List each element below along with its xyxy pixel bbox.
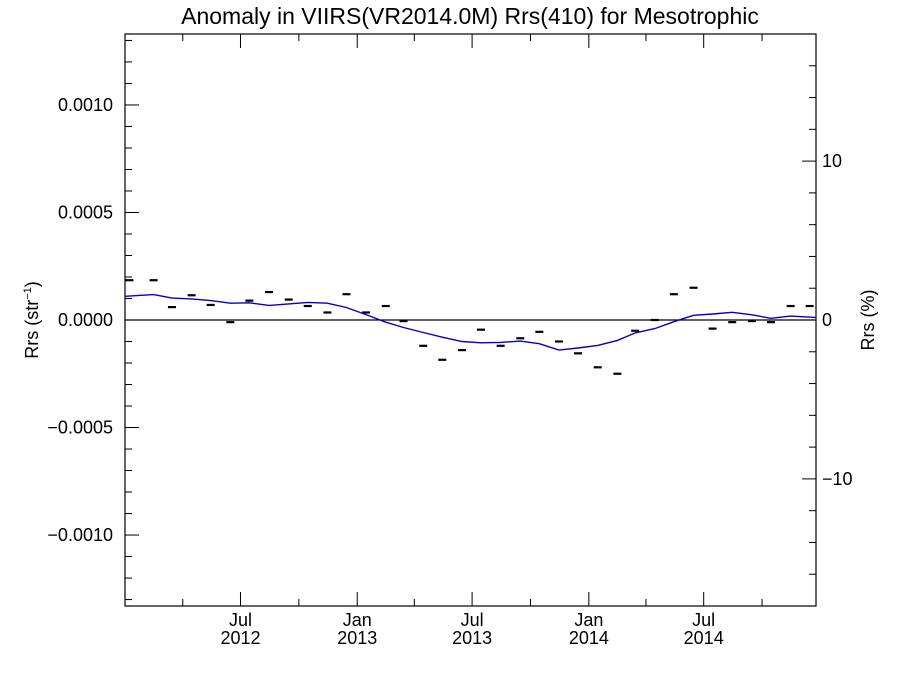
right-axis-label: Rrs (%): [858, 290, 878, 351]
x-tick-year: 2013: [337, 628, 377, 648]
right-tick-label: −10: [822, 469, 853, 489]
left-tick-label: 0.0010: [58, 95, 113, 115]
x-tick-month: Jul: [692, 610, 715, 630]
series-group: [124, 279, 817, 375]
left-tick-label: −0.0005: [47, 418, 113, 438]
chart-title: Anomaly in VIIRS(VR2014.0M) Rrs(410) for…: [181, 3, 759, 29]
left-axis-label-sup: −1: [22, 287, 34, 300]
left-tick-label: 0.0000: [58, 310, 113, 330]
left-tick-label: 0.0005: [58, 202, 113, 222]
x-tick-year: 2013: [452, 628, 492, 648]
left-axis-label: Rrs (str−1): [22, 281, 42, 359]
smoothed-line: [124, 293, 817, 351]
right-tick-label: 0: [822, 310, 832, 330]
x-tick-year: 2012: [220, 628, 260, 648]
x-tick-year: 2014: [569, 628, 609, 648]
x-tick-month: Jul: [461, 610, 484, 630]
x-tick-month: Jan: [574, 610, 603, 630]
left-tick-label: −0.0010: [47, 525, 113, 545]
x-tick-year: 2014: [684, 628, 724, 648]
left-axis: 0.0010 0.0005 0.0000 −0.0005 −0.0010: [47, 39, 139, 601]
x-tick-month: Jan: [343, 610, 372, 630]
right-tick-label: 10: [822, 151, 842, 171]
left-axis-label-main: Rrs (str: [22, 300, 42, 359]
right-axis: 10 0 −10: [802, 33, 853, 607]
x-tick-month: Jul: [229, 610, 252, 630]
left-axis-label-end: ): [22, 281, 42, 287]
